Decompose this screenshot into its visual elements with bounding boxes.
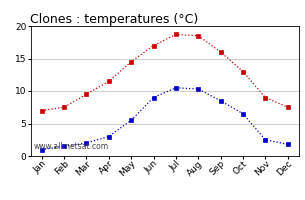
Text: www.allmetsat.com: www.allmetsat.com: [33, 142, 108, 151]
Text: Clones : temperatures (°C): Clones : temperatures (°C): [30, 13, 199, 26]
